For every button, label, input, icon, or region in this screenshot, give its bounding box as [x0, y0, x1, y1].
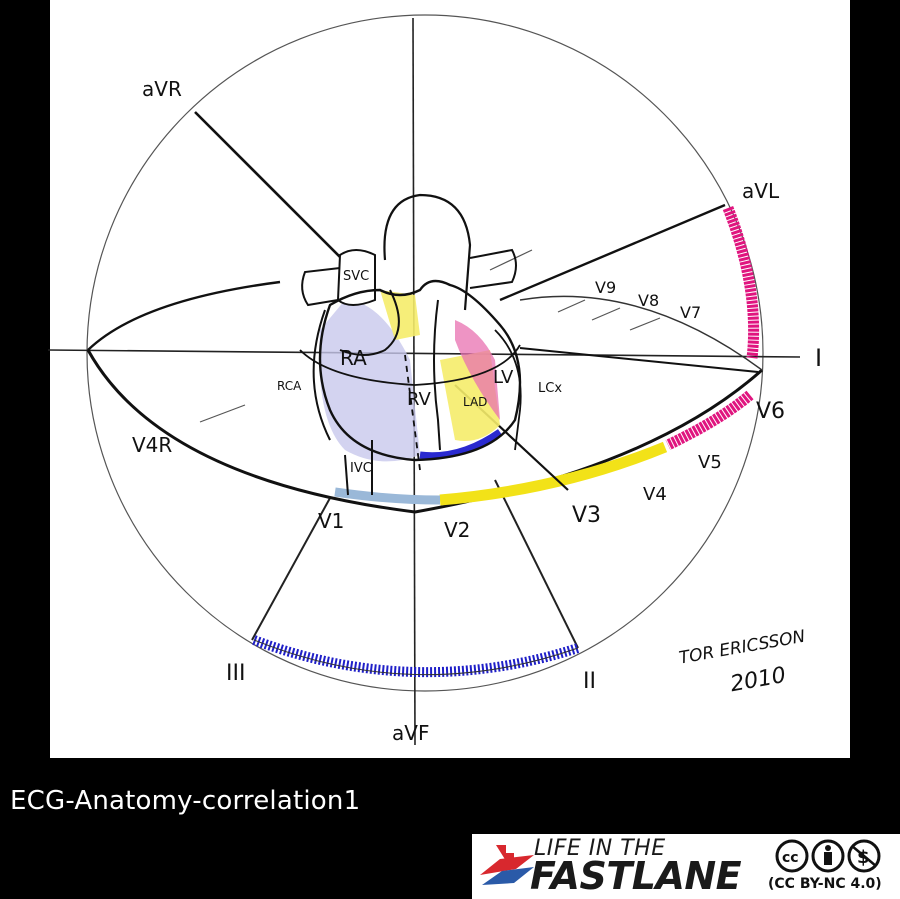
label-lead-i: I	[815, 344, 822, 372]
label-lv: LV	[493, 367, 514, 388]
ra-border	[339, 289, 400, 356]
label-avr: aVR	[142, 77, 182, 101]
axis-lead-iii	[251, 497, 331, 641]
logo-line-1: LIFE IN THE	[534, 836, 666, 861]
brand-mark-icon	[480, 845, 534, 885]
pulmonary-right	[301, 267, 341, 307]
v4r-arrow	[199, 404, 246, 423]
label-rca: RCA	[277, 379, 302, 393]
heart-outline	[318, 279, 522, 462]
label-v9: V9	[595, 278, 616, 297]
noncommercial-icon: $	[847, 839, 881, 873]
horizontal-plane-ellipse	[86, 349, 763, 514]
aorta	[383, 193, 472, 311]
label-ra: RA	[340, 346, 367, 370]
cc-icon: cc	[775, 839, 809, 873]
axis-lead-i	[47, 349, 801, 358]
inferior-arc	[253, 639, 579, 676]
inferior-edge-shade	[419, 429, 503, 460]
lifeinthefastlane-logo: LIFE IN THE FASTLANE cc $ (CC BY-NC 4.0)	[472, 834, 900, 899]
lad-line	[433, 299, 441, 451]
lv-shade	[455, 320, 500, 420]
lateral-wall-band	[722, 206, 760, 359]
rca-curve	[312, 309, 331, 441]
inferior-wall-band	[252, 635, 580, 678]
heart-sketch	[299, 193, 522, 496]
label-lad: LAD	[463, 395, 487, 409]
axis-avl	[499, 203, 726, 302]
septal-band	[334, 487, 441, 505]
label-v4r: V4R	[132, 433, 172, 457]
axis-avf	[412, 17, 416, 746]
ivc-vessel	[344, 440, 373, 496]
hexaxial-circle	[86, 14, 764, 692]
label-v1: V1	[318, 509, 344, 533]
label-avf: aVF	[392, 721, 429, 745]
pulmonary-left	[469, 248, 517, 289]
septum-dashed	[404, 354, 421, 471]
label-rv: RV	[407, 389, 432, 410]
anterior-wall-band	[439, 441, 668, 506]
cc-license-icons: cc $	[775, 839, 881, 873]
logo-line-2: FASTLANE	[530, 854, 742, 898]
image-caption: ECG-Anatomy-correlation1	[10, 786, 361, 816]
heart-horizontal-plane	[299, 344, 521, 386]
label-v5: V5	[698, 452, 722, 473]
svg-text:cc: cc	[782, 850, 799, 866]
lcx-curve	[494, 329, 522, 451]
label-v6: V6	[756, 399, 785, 424]
attribution-icon	[811, 839, 845, 873]
axis-lead-ii	[494, 479, 579, 649]
license-text: (CC BY-NC 4.0)	[768, 876, 882, 892]
label-v7: V7	[680, 303, 701, 322]
label-lcx: LCx	[538, 381, 562, 396]
axis-avr	[194, 111, 346, 263]
lateral-wall-band-lower	[665, 390, 754, 450]
label-lead-iii: III	[226, 661, 245, 686]
label-v4: V4	[643, 484, 667, 505]
label-v8: V8	[638, 291, 659, 310]
upper-yellow-shade	[380, 290, 420, 340]
label-avl: aVL	[742, 179, 780, 203]
label-lead-ii: II	[583, 669, 596, 694]
label-v2: V2	[444, 518, 470, 542]
horizontal-plane-back	[519, 295, 763, 371]
label-ivc: IVC	[350, 461, 372, 476]
axis-v6	[519, 347, 759, 373]
posterior-arrows	[489, 249, 661, 331]
horizontal-plane-upper	[87, 280, 281, 351]
label-v3: V3	[572, 503, 601, 528]
label-svc: SVC	[343, 269, 369, 284]
